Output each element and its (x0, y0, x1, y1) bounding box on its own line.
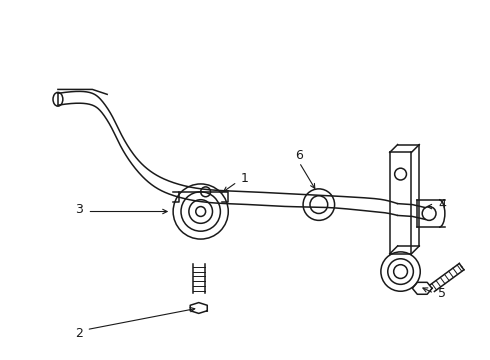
Text: 5: 5 (438, 287, 446, 300)
Text: 3: 3 (74, 203, 82, 216)
Text: 4: 4 (438, 198, 446, 211)
Text: 1: 1 (241, 171, 249, 185)
Text: 6: 6 (295, 149, 303, 162)
Text: 2: 2 (74, 327, 82, 340)
